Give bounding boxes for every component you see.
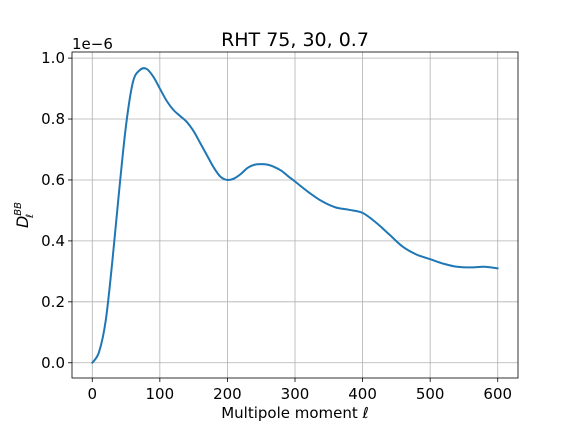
y-axis-label: DBBℓ bbox=[13, 202, 36, 228]
y-tick-label: 0.6 bbox=[41, 171, 65, 189]
x-tick-label: 200 bbox=[213, 385, 242, 403]
y-tick-label: 0.8 bbox=[41, 110, 65, 128]
x-tick-label: 100 bbox=[146, 385, 175, 403]
grid bbox=[72, 52, 518, 378]
y-tick-label: 0.4 bbox=[41, 232, 65, 250]
y-axis-label-sup: BB bbox=[13, 202, 24, 216]
x-axis-label: Multipole moment ℓ bbox=[221, 404, 369, 422]
y-tick-label: 1.0 bbox=[41, 49, 65, 67]
y-offset-label: 1e−6 bbox=[72, 35, 113, 53]
series-line bbox=[91, 67, 499, 364]
y-tick-label: 0.2 bbox=[41, 293, 65, 311]
y-axis-label-sub: ℓ bbox=[25, 214, 36, 218]
ticks: 0 100 200 300 400 500 600 0.0 0.2 0.4 0.6 0.8 1.0 bbox=[41, 49, 512, 403]
x-tick-label: 600 bbox=[483, 385, 512, 403]
x-tick-label: 0 bbox=[87, 385, 97, 403]
x-tick-label: 300 bbox=[281, 385, 310, 403]
y-tick-label: 0.0 bbox=[41, 354, 65, 372]
y-axis-label-main: D bbox=[13, 216, 32, 228]
x-tick-label: 500 bbox=[416, 385, 445, 403]
chart-title: RHT 75, 30, 0.7 bbox=[221, 29, 369, 51]
x-tick-label: 400 bbox=[348, 385, 377, 403]
